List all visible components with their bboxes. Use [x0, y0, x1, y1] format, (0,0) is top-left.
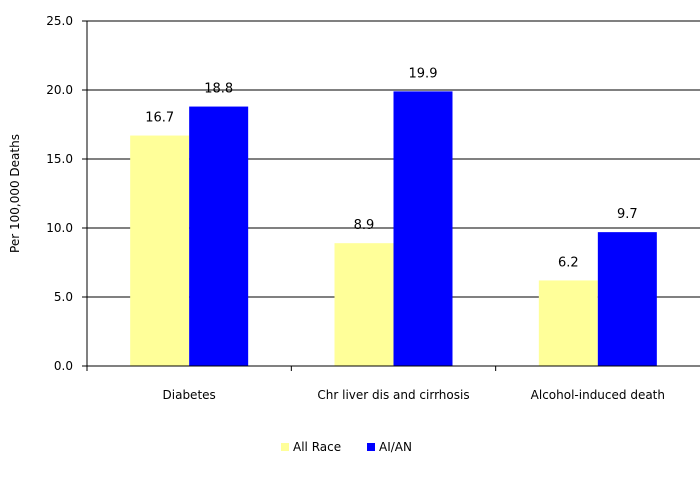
data-label: 9.7 — [617, 207, 638, 222]
bar — [334, 243, 394, 366]
y-tick-labels: 0.0 5.0 10.0 15.0 20.0 25.0 — [46, 14, 73, 373]
y-tick-label: 20.0 — [46, 83, 73, 97]
legend-swatch — [367, 443, 375, 451]
y-tick-label: 0.0 — [54, 359, 73, 373]
data-label: 8.9 — [354, 218, 375, 233]
y-axis-title: Per 100,000 Deaths — [8, 134, 22, 253]
legend: All Race AI/AN — [281, 440, 412, 454]
x-tick-labels: Diabetes Chr liver dis and cirrhosis Alcoh… — [163, 388, 665, 402]
data-label: 6.2 — [558, 255, 579, 270]
axes — [86, 21, 700, 367]
bars — [130, 91, 657, 366]
bar — [597, 232, 657, 366]
data-label: 18.8 — [204, 82, 233, 97]
x-tick-label: Chr liver dis and cirrhosis — [317, 388, 469, 402]
data-label: 19.9 — [409, 66, 438, 81]
bar — [538, 280, 598, 366]
x-tick-label: Alcohol-induced death — [531, 388, 665, 402]
y-tick-label: 25.0 — [46, 14, 73, 28]
legend-label: AI/AN — [379, 440, 412, 454]
y-tick-label: 10.0 — [46, 221, 73, 235]
data-label: 16.7 — [145, 111, 174, 126]
bar — [130, 135, 190, 366]
legend-label: All Race — [293, 440, 341, 454]
legend-swatch — [281, 443, 289, 451]
y-tick-label: 5.0 — [54, 290, 73, 304]
y-tick-label: 15.0 — [46, 152, 73, 166]
bar — [393, 91, 453, 366]
bar — [189, 106, 249, 366]
data-labels: 16.7 18.8 8.9 19.9 6.2 9.7 — [145, 66, 637, 270]
x-tick-label: Diabetes — [163, 388, 216, 402]
